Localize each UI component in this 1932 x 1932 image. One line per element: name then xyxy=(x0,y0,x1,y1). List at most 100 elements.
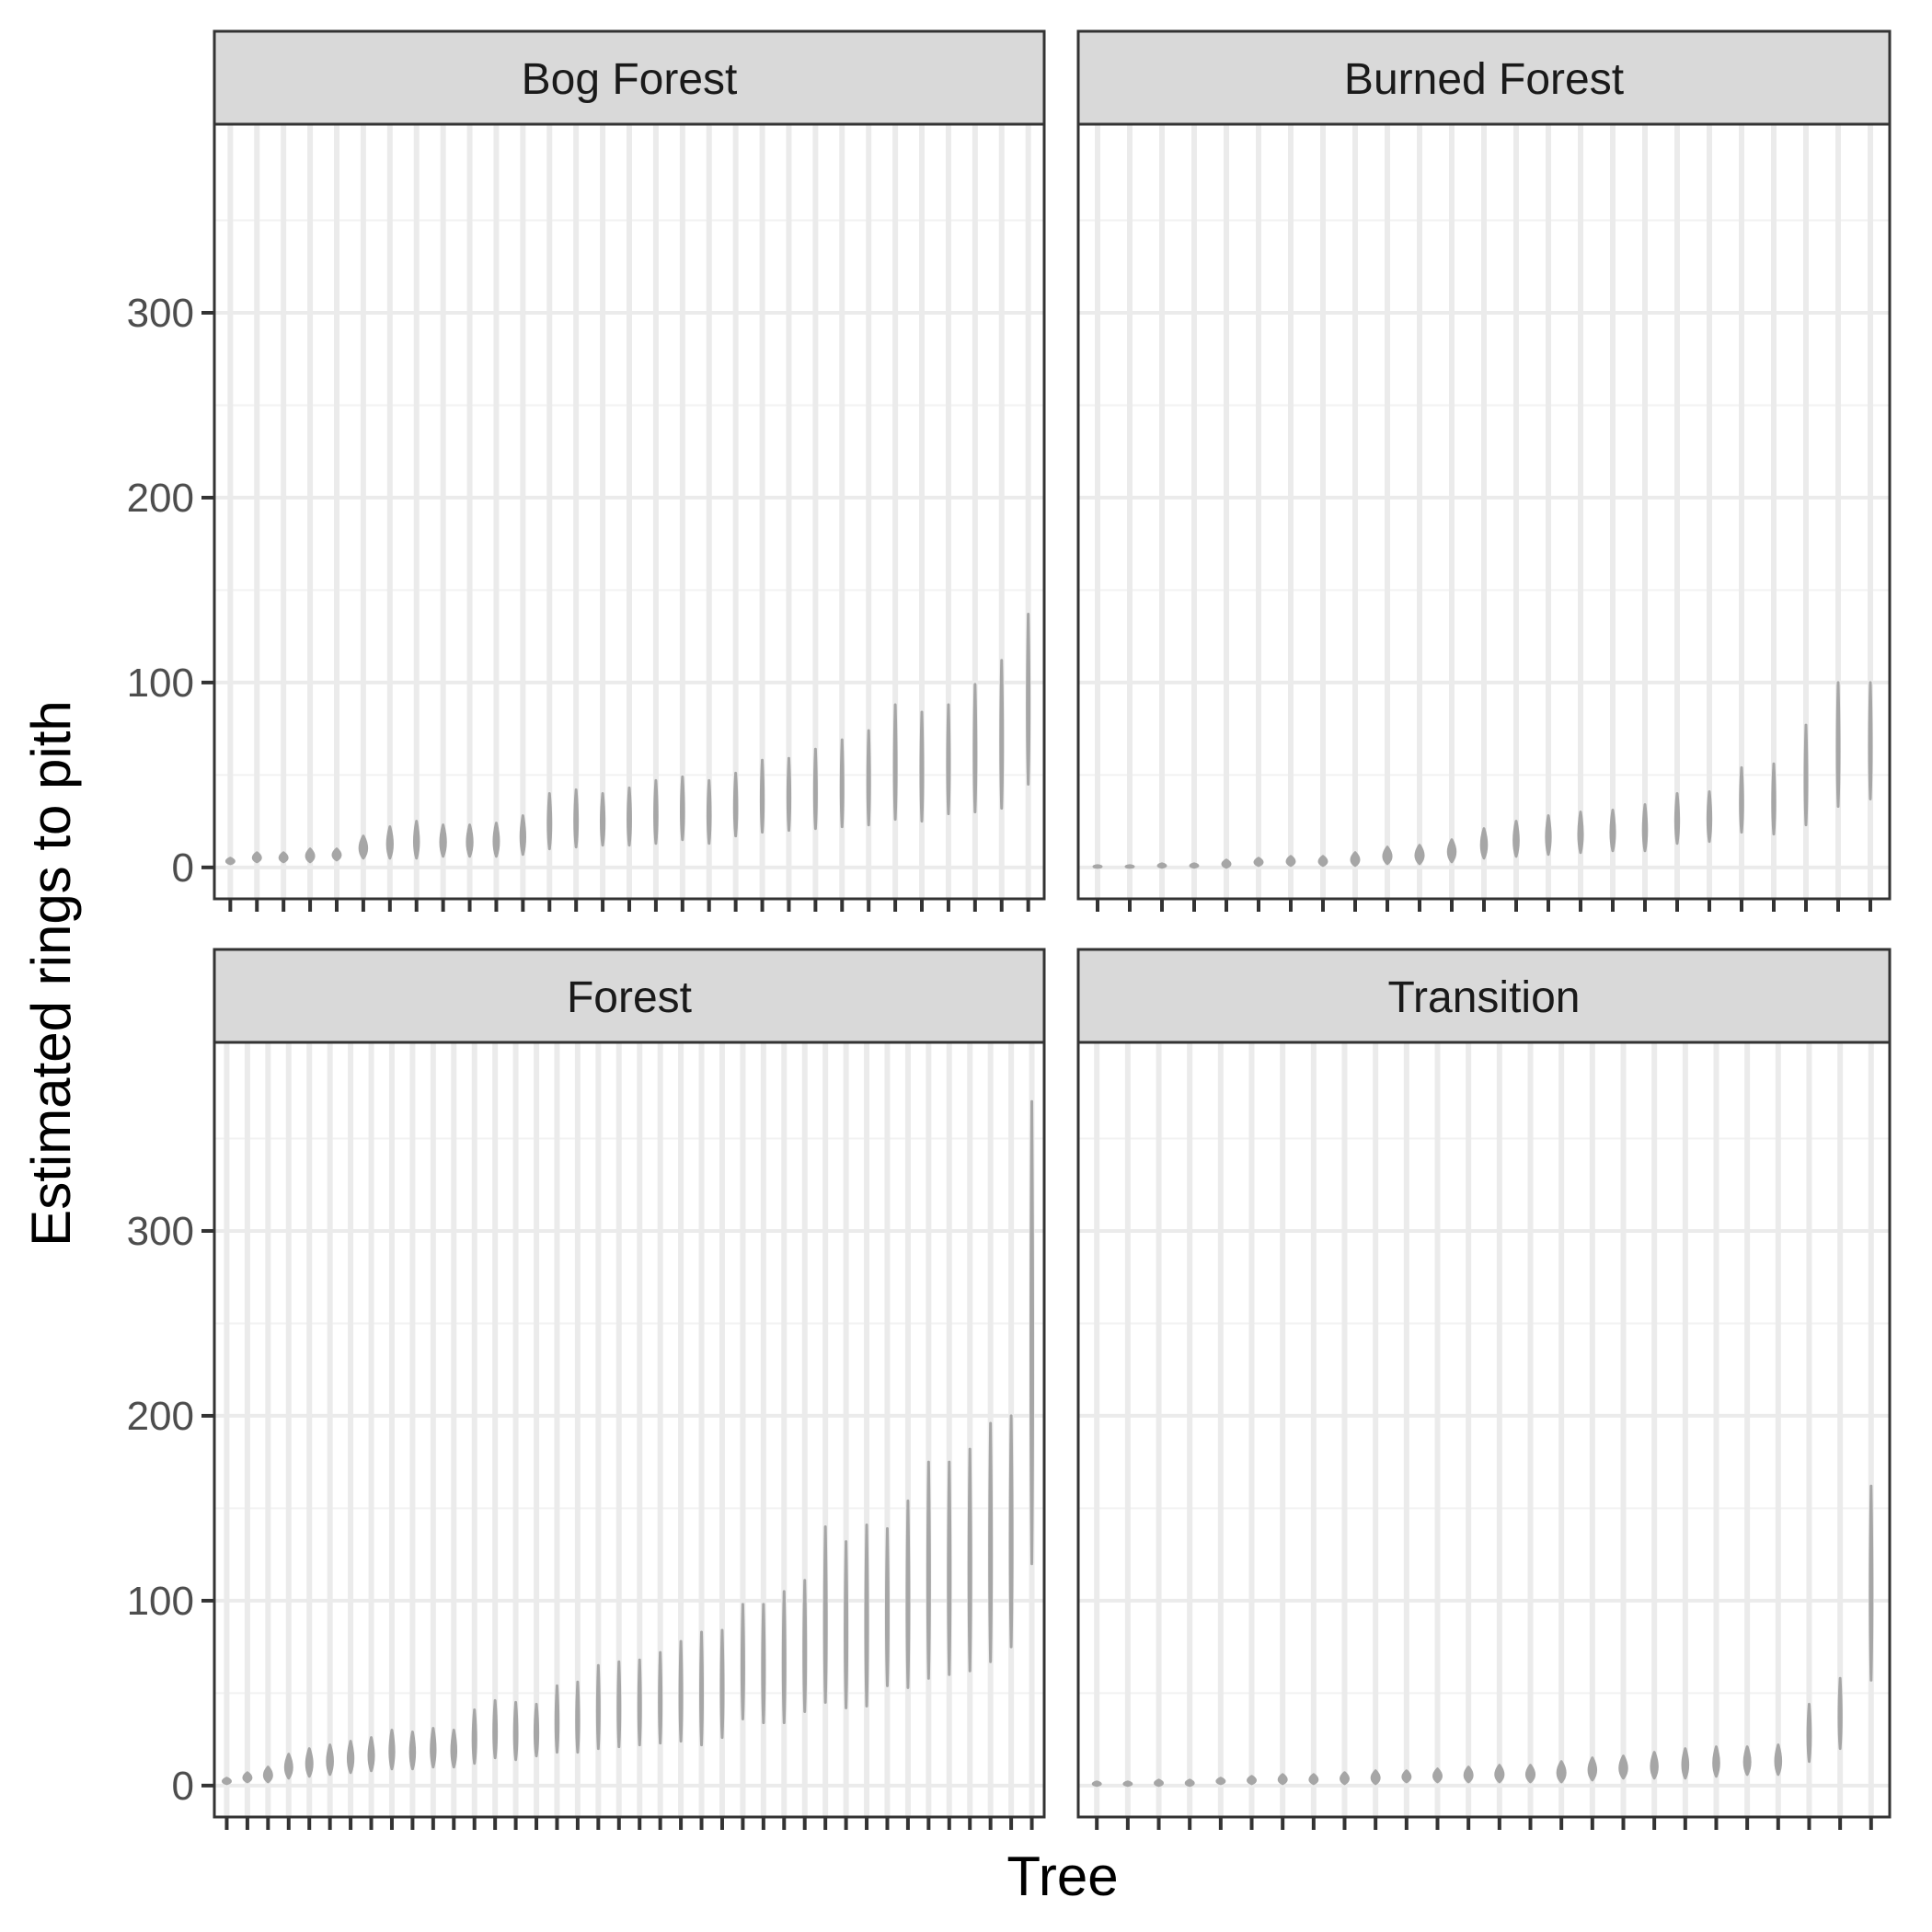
violin-mark xyxy=(1587,1756,1598,1782)
violin-mark xyxy=(1308,1773,1319,1786)
violin-mark xyxy=(450,1729,458,1769)
violin-mark xyxy=(1742,1745,1752,1777)
violin-mark xyxy=(866,729,871,827)
violin-mark xyxy=(972,683,978,814)
violin-mark xyxy=(367,1736,375,1773)
violin-mark xyxy=(1124,864,1135,869)
violin-mark xyxy=(1835,681,1841,809)
violin-mark xyxy=(533,1702,540,1758)
violin-mark xyxy=(439,823,447,858)
violin-mark xyxy=(331,847,342,862)
violin-mark xyxy=(305,847,316,864)
violin-mark xyxy=(346,1740,355,1775)
violin-mark xyxy=(278,851,289,864)
violin-mark xyxy=(1350,851,1361,868)
violin-mark xyxy=(1215,1777,1226,1786)
facet-grid: Bog Forest 0 100 200 300 Burned Forest Forest 0… xyxy=(127,29,1892,1830)
violin-mark xyxy=(1277,1773,1288,1786)
violin-mark xyxy=(1577,811,1584,855)
violin-mark xyxy=(1092,864,1103,869)
facet-strip-label: Burned Forest xyxy=(1344,55,1624,104)
facet-strip-label: Transition xyxy=(1388,973,1581,1022)
violin-mark xyxy=(1681,1747,1690,1780)
violin-mark xyxy=(1618,1754,1628,1780)
violin-mark xyxy=(926,1460,931,1680)
violin-mark xyxy=(326,1743,334,1777)
violin-mark xyxy=(627,786,632,847)
violin-mark xyxy=(759,758,765,834)
violin-mark xyxy=(706,778,712,845)
y-tick-label: 300 xyxy=(127,1209,194,1254)
violin-mark xyxy=(242,1771,253,1784)
y-tick-label: 200 xyxy=(127,1394,194,1439)
violin-mark xyxy=(222,1777,232,1786)
violin-mark xyxy=(471,1708,477,1765)
violin-mark xyxy=(892,703,898,822)
violin-mark xyxy=(1382,845,1393,866)
violin-mark xyxy=(1774,1743,1783,1777)
violin-mark xyxy=(680,775,685,842)
violin-mark xyxy=(492,1698,499,1760)
violin-mark xyxy=(573,788,580,849)
violin-mark xyxy=(1525,1764,1535,1784)
violin-mark xyxy=(802,1579,808,1713)
violin-mark xyxy=(1479,827,1489,860)
y-tick-label: 100 xyxy=(127,1579,194,1624)
violin-mark xyxy=(1317,855,1328,868)
facet-panel: Burned Forest xyxy=(1076,29,1892,912)
violin-mark xyxy=(740,1603,745,1720)
facet-strip xyxy=(213,948,1046,1044)
panel-background xyxy=(214,1042,1044,1817)
violin-mark xyxy=(1650,1751,1659,1780)
violin-mark xyxy=(988,1421,994,1663)
violin-mark xyxy=(430,1727,437,1769)
violin-mark xyxy=(1189,862,1200,869)
violin-mark xyxy=(1494,1764,1505,1784)
violin-mark xyxy=(732,771,739,838)
violin-mark xyxy=(1806,1702,1812,1764)
facet-strip-label: Forest xyxy=(567,973,692,1022)
violin-mark xyxy=(1221,858,1232,869)
violin-mark xyxy=(781,1590,787,1725)
violin-mark xyxy=(1706,789,1713,844)
violin-mark xyxy=(653,778,659,845)
violin-mark xyxy=(262,1765,273,1784)
violin-mark xyxy=(575,1680,581,1754)
violin-mark xyxy=(358,834,369,860)
violin-mark xyxy=(1370,1769,1381,1786)
violin-mark xyxy=(1154,1778,1164,1788)
y-tick-label: 100 xyxy=(127,661,194,706)
violin-mark xyxy=(699,1630,705,1747)
violin-mark xyxy=(678,1639,684,1743)
facet-strip-label: Bog Forest xyxy=(522,55,738,104)
violin-mark xyxy=(1739,765,1744,834)
violin-mark xyxy=(1673,791,1681,845)
facet-panel: Bog Forest 0 100 200 300 xyxy=(127,29,1046,912)
facet-strip xyxy=(213,29,1046,126)
violin-mark xyxy=(305,1747,314,1778)
violin-mark xyxy=(946,703,951,816)
violin-mark xyxy=(812,747,818,831)
violin-mark xyxy=(1401,1769,1412,1784)
facet-panel: Forest 0 100 200 300 xyxy=(127,948,1046,1830)
violin-mark xyxy=(519,814,526,857)
violin-mark xyxy=(1868,681,1873,800)
violin-mark xyxy=(1026,613,1031,786)
y-tick-label: 0 xyxy=(172,845,194,891)
violin-mark xyxy=(884,1527,890,1687)
violin-mark xyxy=(1091,1780,1102,1788)
violin-mark xyxy=(637,1658,642,1747)
violin-mark xyxy=(224,857,236,866)
violin-mark xyxy=(512,1700,519,1762)
violin-mark xyxy=(919,710,925,823)
violin-mark xyxy=(1340,1771,1350,1786)
panel-border xyxy=(213,1041,1046,1819)
violin-mark xyxy=(1556,1760,1567,1784)
violin-mark xyxy=(1545,814,1552,857)
violin-mark xyxy=(1285,855,1296,868)
y-tick-label: 300 xyxy=(127,291,194,336)
violin-mark xyxy=(412,820,420,860)
violin-mark xyxy=(844,1540,849,1709)
violin-mark xyxy=(1122,1780,1133,1788)
violin-mark xyxy=(1029,1099,1035,1566)
